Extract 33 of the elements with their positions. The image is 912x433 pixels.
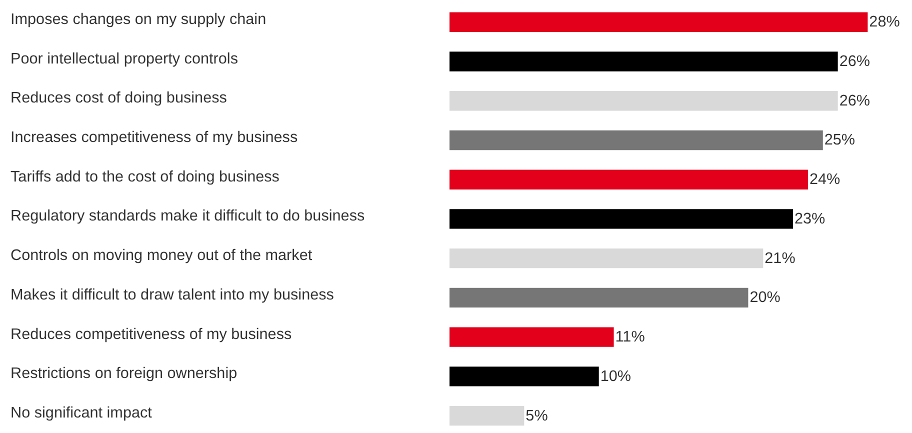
bar (450, 406, 524, 426)
data-label: 10% (600, 368, 632, 385)
bar (450, 209, 794, 229)
y-tick-label: Increases competitiveness of my business (10, 128, 298, 146)
y-tick-label: Controls on moving money out of the market (10, 247, 313, 264)
data-label: 5% (526, 407, 548, 424)
bar (450, 366, 599, 386)
data-label: 23% (794, 210, 826, 228)
y-tick-label: Imposes changes on my supply chain (10, 10, 266, 28)
y-tick-label: Reduces competitiveness of my business (10, 326, 292, 343)
y-tick-label: Reduces cost of doing business (10, 90, 228, 107)
y-tick-label: Makes it difficult to draw talent into my business (10, 286, 334, 304)
bar (450, 248, 764, 268)
y-tick-label: Restrictions on foreign ownership (10, 365, 238, 382)
data-label: 11% (615, 328, 646, 346)
y-tick-label: Poor intellectual property controls (10, 50, 238, 68)
data-label: 21% (764, 250, 796, 267)
data-label: 26% (839, 92, 870, 110)
data-label: 20% (750, 289, 781, 306)
bar (450, 130, 823, 150)
data-label: 25% (824, 132, 856, 149)
y-tick-label: No significant impact (10, 404, 153, 422)
data-label: 26% (839, 53, 870, 70)
y-tick-label: Tariffs add to the cost of doing business (10, 168, 280, 186)
bar (450, 170, 808, 190)
bar (450, 52, 838, 72)
y-tick-label: Regulatory standards make it difficult to do business (10, 208, 365, 225)
bar (450, 327, 614, 347)
bar (450, 91, 838, 111)
data-label: 24% (809, 171, 840, 188)
bar (450, 288, 748, 308)
data-label: 28% (869, 14, 900, 31)
bar (450, 12, 868, 32)
